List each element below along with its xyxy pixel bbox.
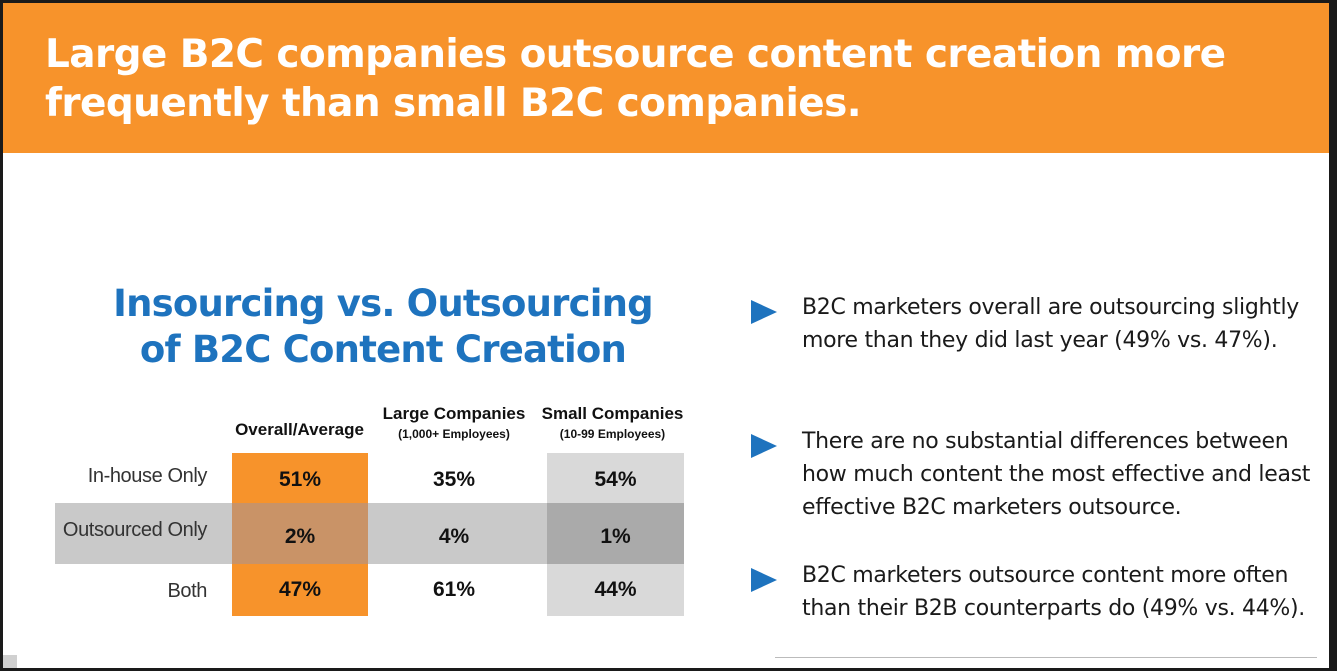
table-cell: 51% <box>278 468 322 491</box>
column-header-overall: Overall/Average <box>231 420 368 440</box>
row-label-both: Both <box>167 580 207 602</box>
scroll-left-button[interactable] <box>3 655 17 668</box>
slide-title: Large B2C companies outsource content cr… <box>45 32 1226 126</box>
table-cell: 35% <box>432 468 476 491</box>
column-header-large: Large Companies (1,000+ Employees) <box>373 404 535 442</box>
bullet-text: There are no substantial differences bet… <box>802 429 1311 520</box>
small-column-fill <box>547 503 684 564</box>
overall-column-fill <box>232 503 368 564</box>
scrollbar-track[interactable] <box>775 657 1317 668</box>
table-cell: 47% <box>278 578 322 601</box>
column-header-small: Small Companies (10-99 Employees) <box>540 404 685 442</box>
table-title: Insourcing vs. Outsourcing of B2C Conten… <box>63 281 703 373</box>
small-column-fill <box>547 564 684 616</box>
table-cell: 61% <box>432 578 476 601</box>
title-banner: Large B2C companies outsource content cr… <box>3 3 1329 153</box>
column-header-sublabel: (1,000+ Employees) <box>398 427 510 441</box>
horizontal-scrollbar[interactable] <box>3 655 1329 668</box>
row-label-outsourced: Outsourced Only <box>62 519 207 541</box>
bullet-text: B2C marketers overall are outsourcing sl… <box>802 295 1300 353</box>
table-cell: 44% <box>594 578 637 601</box>
table-cell: 4% <box>438 525 470 548</box>
triangle-bullet-icon <box>751 300 777 324</box>
table-title-line-2: of B2C Content Creation <box>139 328 627 371</box>
overall-column-fill <box>232 564 368 616</box>
column-header-label: Overall/Average <box>235 420 364 439</box>
overall-column-fill <box>232 453 368 503</box>
column-header-label: Small Companies <box>541 404 684 423</box>
table-cell: 54% <box>594 468 637 491</box>
column-header-sublabel: (10-99 Employees) <box>559 427 666 441</box>
table-cell: 2% <box>284 525 316 548</box>
bullet-text: B2C marketers outsource content more oft… <box>802 563 1305 621</box>
table-title-line-1: Insourcing vs. Outsourcing <box>113 282 654 325</box>
triangle-bullet-icon <box>751 568 777 592</box>
triangle-bullet-icon <box>751 434 777 458</box>
small-column-fill <box>547 453 684 503</box>
row-label-in-house: In-house Only <box>87 465 208 487</box>
table-cell: 1% <box>600 525 631 548</box>
column-header-label: Large Companies <box>382 404 526 423</box>
